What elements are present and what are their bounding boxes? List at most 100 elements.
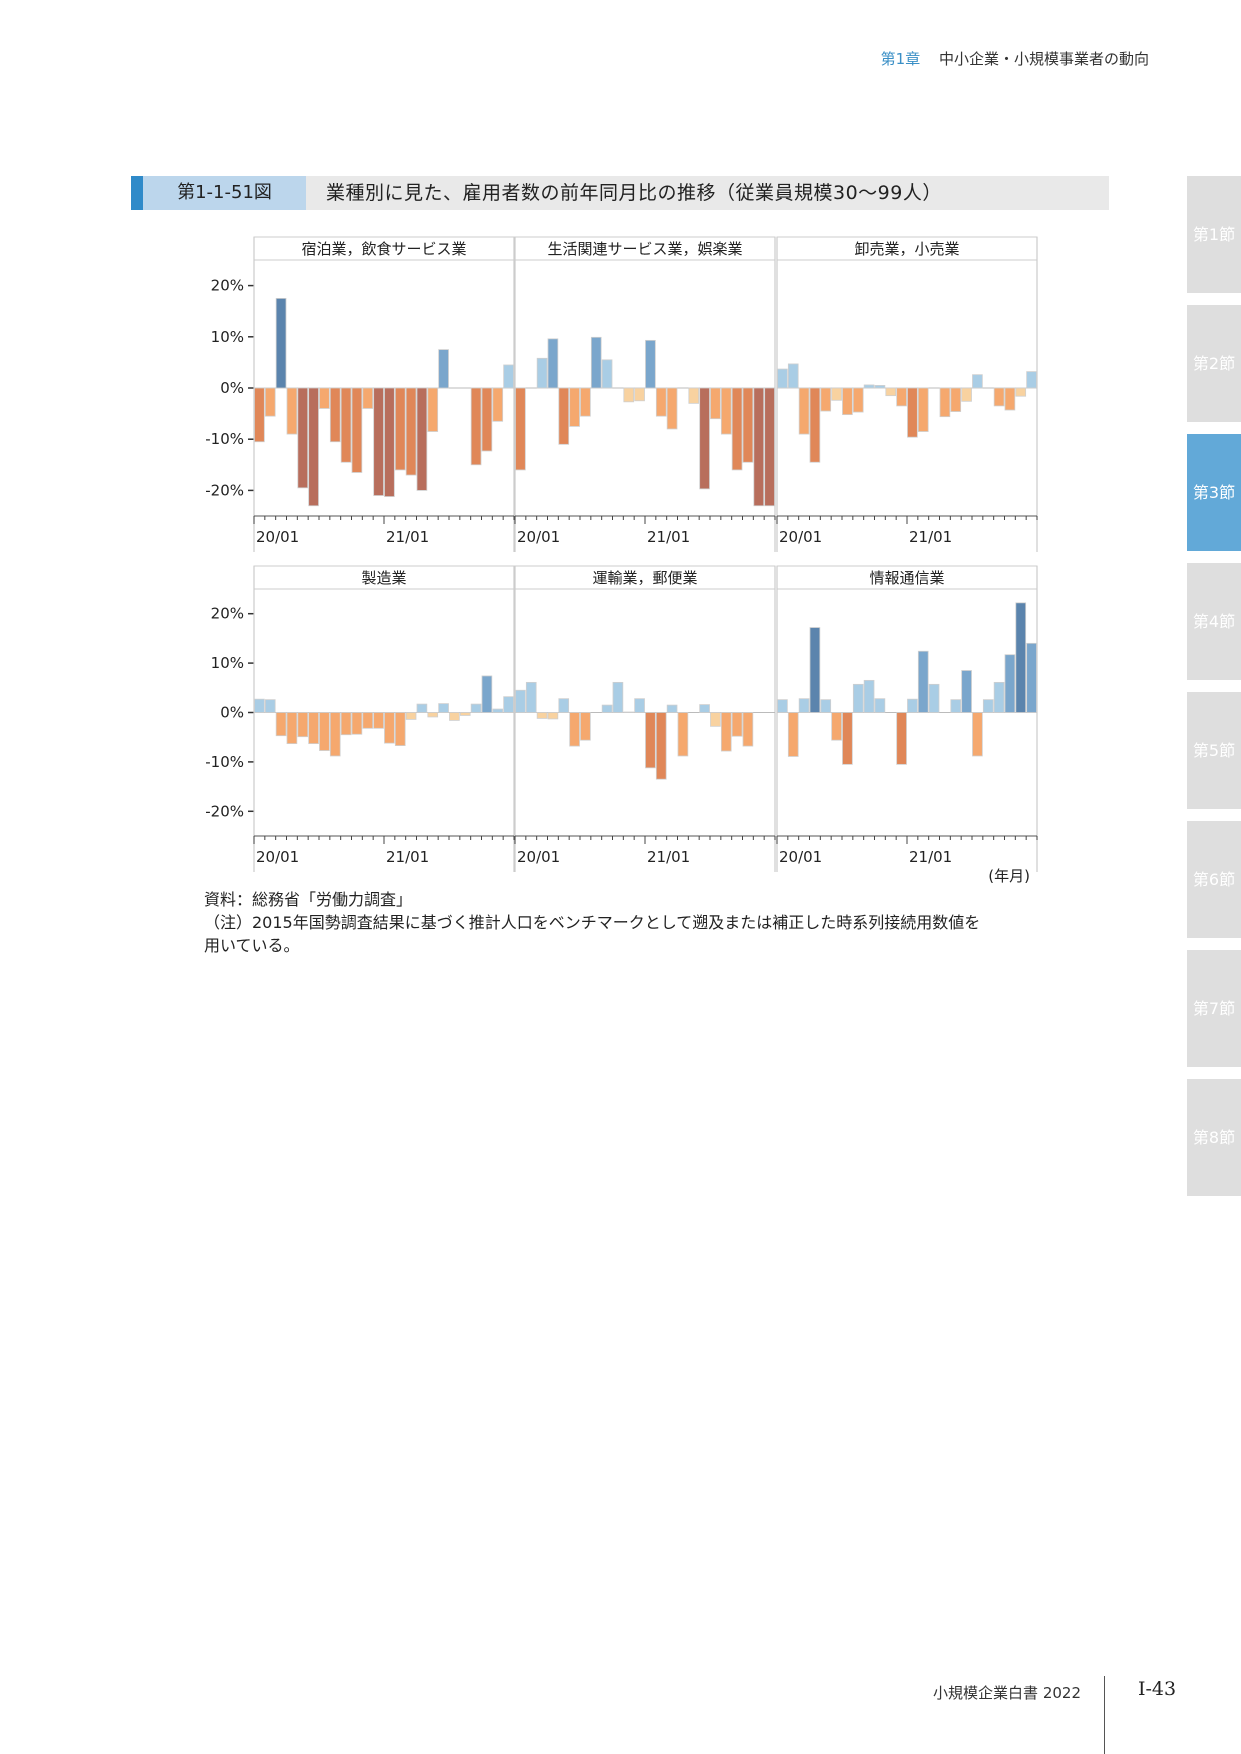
bar bbox=[427, 387, 439, 432]
bar bbox=[950, 699, 962, 713]
section-tab-label: 第5節 bbox=[1192, 741, 1236, 760]
bar bbox=[809, 387, 821, 463]
bar bbox=[503, 696, 514, 713]
y-tick-label: 10% bbox=[211, 654, 244, 672]
section-tab-5[interactable]: 第5節 bbox=[1187, 692, 1241, 809]
bar bbox=[319, 712, 330, 751]
bar bbox=[645, 712, 656, 769]
bar bbox=[558, 387, 570, 445]
facet-title: 製造業 bbox=[361, 569, 406, 587]
bar bbox=[655, 387, 667, 417]
bar bbox=[787, 363, 799, 389]
bar bbox=[831, 712, 842, 741]
bar bbox=[286, 387, 298, 435]
figure-title: 業種別に見た、雇用者数の前年同月比の推移（従業員規模30〜99人） bbox=[326, 182, 942, 204]
source-note: 資料：総務省「労働力調査」 bbox=[204, 890, 413, 909]
section-tab-3[interactable]: 第3節 bbox=[1187, 434, 1241, 551]
bar bbox=[536, 712, 548, 719]
y-tick-label: 0% bbox=[220, 704, 244, 722]
bar bbox=[515, 387, 526, 471]
bar bbox=[438, 703, 449, 713]
bar bbox=[547, 712, 559, 720]
bar bbox=[677, 712, 689, 757]
bar bbox=[351, 712, 363, 735]
bar bbox=[536, 357, 548, 389]
bar bbox=[1026, 371, 1037, 389]
bar bbox=[329, 387, 341, 443]
bar bbox=[405, 712, 417, 720]
facet-title: 生活関連サービス業，娯楽業 bbox=[547, 240, 742, 258]
y-tick-label: -20% bbox=[205, 802, 244, 820]
bar bbox=[394, 387, 406, 471]
y-tick-label: -20% bbox=[205, 481, 244, 499]
section-tab-4[interactable]: 第4節 bbox=[1187, 563, 1241, 680]
bar bbox=[503, 364, 514, 389]
bar bbox=[329, 712, 341, 757]
bar bbox=[842, 712, 853, 765]
bar bbox=[308, 712, 319, 745]
bar bbox=[558, 698, 570, 713]
bar bbox=[742, 712, 754, 747]
bar bbox=[666, 387, 678, 430]
bar bbox=[470, 387, 482, 466]
bar bbox=[993, 681, 1005, 713]
bar bbox=[731, 387, 743, 471]
section-tab-2[interactable]: 第2節 bbox=[1187, 305, 1241, 422]
section-tab-1[interactable]: 第1節 bbox=[1187, 176, 1241, 293]
footer-divider bbox=[1104, 1676, 1105, 1754]
bar bbox=[863, 384, 875, 389]
chapter-number: 第1章 bbox=[880, 50, 921, 68]
x-tick-label: 20/01 bbox=[779, 528, 822, 546]
section-tab-8[interactable]: 第8節 bbox=[1187, 1079, 1241, 1196]
bar bbox=[863, 679, 875, 713]
section-tab-label: 第8節 bbox=[1192, 1128, 1236, 1147]
y-tick-label: 0% bbox=[220, 379, 244, 397]
bar bbox=[438, 349, 449, 389]
bar bbox=[1015, 602, 1027, 713]
bar bbox=[1026, 642, 1037, 713]
bar bbox=[852, 387, 864, 413]
bar bbox=[547, 338, 559, 389]
section-tab-label: 第4節 bbox=[1192, 612, 1236, 631]
section-tab-label: 第6節 bbox=[1192, 870, 1236, 889]
bar bbox=[569, 712, 580, 747]
bar bbox=[384, 387, 395, 497]
bar bbox=[264, 699, 276, 713]
bar bbox=[340, 712, 352, 736]
bar bbox=[896, 387, 907, 407]
bar bbox=[580, 387, 591, 417]
footnote-line-1: （注）2015年国勢調査結果に基づく推計人口をベンチマークとして遡及または補正し… bbox=[204, 913, 981, 932]
x-tick-label: 21/01 bbox=[909, 848, 952, 866]
bar bbox=[742, 387, 754, 463]
bar bbox=[699, 387, 710, 490]
facet-title: 情報通信業 bbox=[869, 569, 944, 587]
bar bbox=[362, 712, 374, 729]
section-tab-label: 第3節 bbox=[1192, 483, 1236, 502]
bar bbox=[470, 703, 482, 713]
bar bbox=[351, 387, 363, 473]
chapter-title: 中小企業・小規模事業者の動向 bbox=[938, 50, 1149, 68]
section-tab-7[interactable]: 第7節 bbox=[1187, 950, 1241, 1067]
bar bbox=[928, 683, 940, 713]
x-tick-label: 20/01 bbox=[256, 848, 299, 866]
bar bbox=[590, 336, 602, 389]
bar bbox=[481, 675, 493, 713]
bar bbox=[416, 387, 428, 491]
section-tab-label: 第2節 bbox=[1192, 354, 1236, 373]
bar bbox=[1004, 654, 1016, 713]
bar bbox=[982, 699, 994, 713]
bar bbox=[896, 712, 907, 765]
bar bbox=[308, 387, 319, 507]
bar bbox=[634, 387, 645, 402]
bar bbox=[720, 387, 732, 435]
bar bbox=[623, 387, 635, 403]
x-tick-label: 21/01 bbox=[386, 848, 429, 866]
bar bbox=[373, 712, 384, 729]
x-tick-label: 20/01 bbox=[517, 848, 560, 866]
bar bbox=[492, 708, 504, 713]
bar bbox=[798, 387, 810, 435]
bar bbox=[254, 387, 265, 443]
bar bbox=[831, 387, 842, 401]
bar bbox=[515, 689, 526, 713]
section-tab-6[interactable]: 第6節 bbox=[1187, 821, 1241, 938]
